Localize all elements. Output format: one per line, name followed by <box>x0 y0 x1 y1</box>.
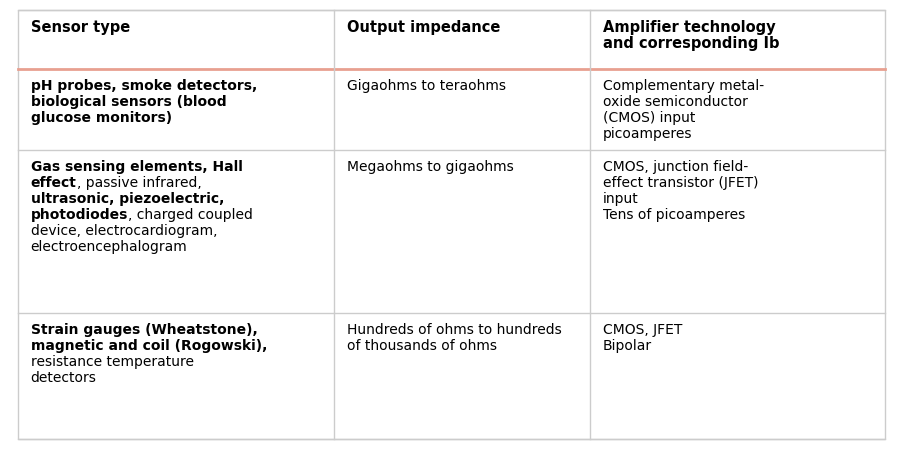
Text: Bipolar: Bipolar <box>603 339 651 353</box>
Text: (CMOS) input: (CMOS) input <box>603 111 695 125</box>
Text: Amplifier technology: Amplifier technology <box>603 20 775 35</box>
Text: Hundreds of ohms to hundreds: Hundreds of ohms to hundreds <box>346 323 561 337</box>
Text: detectors: detectors <box>31 371 97 385</box>
Text: pH probes, smoke detectors,: pH probes, smoke detectors, <box>31 79 256 93</box>
Text: ultrasonic, piezoelectric,: ultrasonic, piezoelectric, <box>31 192 224 206</box>
Text: effect: effect <box>31 176 77 190</box>
Text: picoamperes: picoamperes <box>603 127 692 141</box>
Text: Complementary metal-: Complementary metal- <box>603 79 763 93</box>
Text: glucose monitors): glucose monitors) <box>31 111 171 125</box>
Text: Megaohms to gigaohms: Megaohms to gigaohms <box>346 160 513 174</box>
Text: photodiodes: photodiodes <box>31 208 128 222</box>
Text: electroencephalogram: electroencephalogram <box>31 240 188 254</box>
Text: oxide semiconductor: oxide semiconductor <box>603 95 747 109</box>
Text: Gas sensing elements, Hall: Gas sensing elements, Hall <box>31 160 243 174</box>
Text: and corresponding Ib: and corresponding Ib <box>603 36 778 51</box>
Text: , charged coupled: , charged coupled <box>128 208 253 222</box>
Text: of thousands of ohms: of thousands of ohms <box>346 339 496 353</box>
Text: Gigaohms to teraohms: Gigaohms to teraohms <box>346 79 505 93</box>
Text: biological sensors (blood: biological sensors (blood <box>31 95 226 109</box>
Text: Tens of picoamperes: Tens of picoamperes <box>603 208 744 222</box>
Text: Strain gauges (Wheatstone),: Strain gauges (Wheatstone), <box>31 323 257 337</box>
Text: CMOS, JFET: CMOS, JFET <box>603 323 682 337</box>
Text: resistance temperature: resistance temperature <box>31 355 193 369</box>
Text: device, electrocardiogram,: device, electrocardiogram, <box>31 224 216 238</box>
Text: , passive infrared,: , passive infrared, <box>77 176 201 190</box>
Text: input: input <box>603 192 638 206</box>
Text: effect transistor (JFET): effect transistor (JFET) <box>603 176 758 190</box>
Text: Sensor type: Sensor type <box>31 20 130 35</box>
Text: Output impedance: Output impedance <box>346 20 500 35</box>
Text: magnetic and coil (Rogowski),: magnetic and coil (Rogowski), <box>31 339 267 353</box>
Text: CMOS, junction field-: CMOS, junction field- <box>603 160 747 174</box>
